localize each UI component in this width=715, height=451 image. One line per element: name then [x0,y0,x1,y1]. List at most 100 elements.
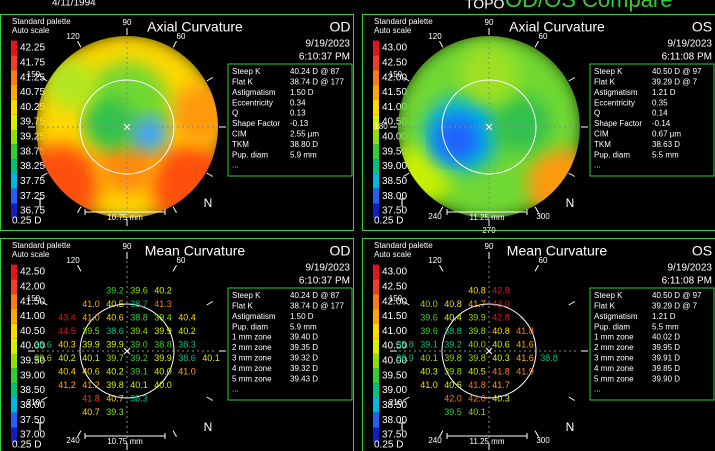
degree-label: 60 [539,32,548,41]
curvature-value: 40.7 [106,393,124,403]
exam-date: 9/19/2023 [668,263,713,274]
scale-swatch [373,368,379,384]
temporal-label: T [398,420,406,434]
curvature-value: 40.8 [468,285,486,295]
curvature-value: 41.2 [82,380,100,390]
scale-swatch [11,264,17,280]
scale-swatch [11,309,17,324]
scale-swatch [373,323,379,339]
degree-tick [439,265,444,272]
scale-value: 39.50 [20,356,45,367]
info-value: 1.50 D [290,88,314,97]
scale-value: 41.00 [20,311,45,322]
scale-swatch [373,40,379,56]
map-region [170,84,218,144]
scale-value: 39.75 [20,117,45,128]
curvature-value: 41.8 [492,366,510,376]
curvature-value: 43.4 [58,312,76,322]
center-mark [123,123,131,131]
scale-value: 38.75 [20,146,45,157]
scale-swatch [373,412,379,428]
scale-label: Auto scale [374,250,412,259]
scale-swatch [373,264,379,280]
info-label: Astigmatism [232,312,276,321]
scale-swatch [11,129,17,145]
degree-tick [403,396,410,401]
curvature-value: 41.3 [154,299,172,309]
curvature-value: 39.9 [154,326,172,336]
scale-value: 41.00 [382,326,407,337]
scale-value: 41.50 [382,311,407,322]
scale-value: 39.00 [382,385,407,396]
info-label: Flat K [232,78,254,87]
info-value: 38.80 D [290,140,318,149]
degree-label: 120 [428,32,442,41]
scale-swatch [373,294,379,310]
scale-value: 37.50 [382,206,407,217]
info-label: Q [594,109,600,118]
scale-swatch [11,338,17,354]
degree-tick [403,77,410,82]
curvature-value: 41.0 [178,366,196,376]
scale-step: 0.25 D [12,216,41,227]
curvature-value: 40.0 [420,299,438,309]
eye-label: OD [330,19,351,35]
header-mode: OD/OS Compare [505,0,673,12]
scale-swatch [11,70,17,86]
scale-value: 37.25 [20,191,45,202]
scale-swatch [11,114,17,130]
scale-swatch [373,114,379,130]
info-value: 5.9 mm [290,150,317,159]
info-label: 3 mm zone [594,354,634,363]
curvature-value: 40.4 [178,312,196,322]
scale-swatch [373,144,379,160]
degree-tick [568,396,575,401]
scale-value: 37.50 [382,430,407,441]
exam-time: 6:11:08 PM [662,52,712,63]
degree-label: 60 [177,256,186,265]
scale-swatch [11,279,17,295]
info-value: 40.24 D @ 87 [290,291,340,300]
curvature-value: 39.1 [130,366,148,376]
degree-label: 120 [66,256,80,265]
curvature-value: 40.2 [178,326,196,336]
curvature-value: 42.0 [468,393,486,403]
curvature-value: 39.6 [420,312,438,322]
scale-swatch [11,323,17,339]
scale-swatch [11,99,17,115]
curvature-value: 39.9 [154,353,172,363]
scale-swatch [373,338,379,354]
eye-label: OD [330,243,351,259]
info-value: 40.50 D @ 97 [652,67,702,76]
info-value: 39.43 D [290,374,318,383]
curvature-value: 41.6 [516,339,534,349]
degree-tick [172,41,177,48]
temporal-label: T [36,196,44,210]
scale-swatch [11,144,17,160]
scale-swatch [11,159,17,174]
exam-time: 6:10:37 PM [299,276,350,287]
info-box [589,287,715,401]
curvature-value: 42.0 [444,393,462,403]
curvature-value: 38.8 [130,312,148,322]
curvature-value: 40.6 [444,380,462,390]
nasal-label: N [204,420,213,434]
scale-value: 39.00 [20,370,45,381]
scale-value: 40.75 [20,87,45,98]
scale-swatch [373,427,379,443]
info-label: Flat K [594,302,616,311]
curvature-value: 38.6 [178,353,196,363]
info-label: Pup. diam [232,150,268,159]
info-label: Steep K [232,67,261,76]
curvature-value: 39.9 [106,339,124,349]
degree-tick [172,430,177,437]
info-label: Pup. diam [232,322,268,331]
degree-label: 150 [27,294,41,303]
panel-title: Mean Curvature [507,243,608,259]
info-value: 39.32 D [290,364,318,373]
temporal-label: T [398,196,406,210]
header-date: 4/11/1994 [52,0,96,9]
